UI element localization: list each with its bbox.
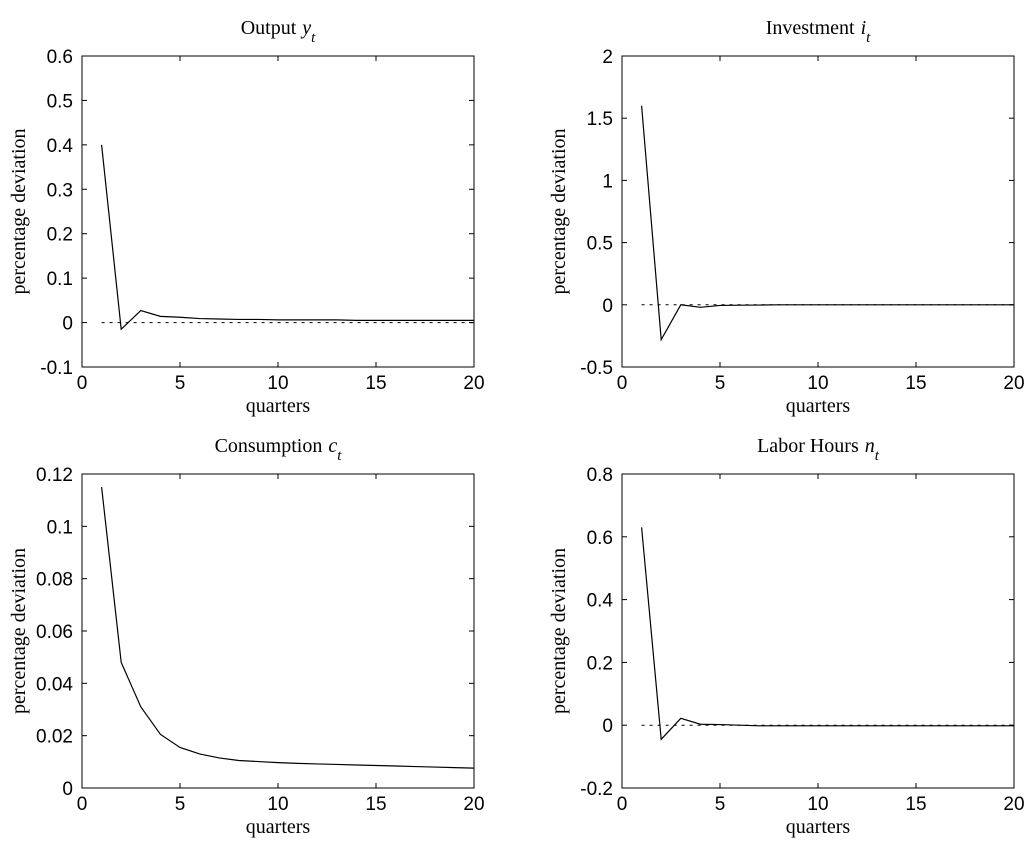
x-tick-label: 20 [1003, 794, 1024, 815]
y-tick-label: 0.06 [36, 622, 73, 643]
x-axis-label: quarters [246, 816, 311, 838]
x-axis-label: quarters [786, 816, 851, 838]
y-axis-label: percentage deviation [8, 548, 30, 714]
chart-title: Investment it [766, 17, 871, 46]
x-tick-label: 0 [617, 373, 628, 394]
y-tick-label: 0.12 [36, 465, 73, 486]
chart-title: Output yt [241, 17, 316, 46]
chart-title-symbol: c [328, 435, 337, 457]
y-tick-label: 0.5 [47, 91, 73, 112]
x-tick-label: 10 [807, 794, 828, 815]
y-tick-label: 0.3 [47, 180, 73, 201]
y-tick-label: 0.02 [36, 727, 73, 748]
x-tick-label: 20 [463, 794, 484, 815]
y-tick-label: 0 [602, 716, 613, 737]
x-axis-label: quarters [786, 395, 851, 417]
y-tick-label: 0.04 [36, 674, 73, 695]
y-axis-label: percentage deviation [548, 548, 570, 714]
axes-frame [621, 55, 1015, 368]
axes-frame [81, 473, 475, 789]
y-axis-label: percentage deviation [548, 128, 570, 294]
y-tick-label: 0.1 [47, 517, 73, 538]
y-tick-label: 0 [602, 296, 613, 317]
y-tick-label: 0.4 [587, 591, 614, 612]
x-axis-label: quarters [246, 395, 311, 417]
chart-title-subscript: t [337, 448, 342, 464]
y-tick-label: 1.5 [587, 109, 613, 130]
x-tick-label: 5 [715, 373, 726, 394]
chart-title-subscript: t [866, 30, 871, 46]
chart-title: Consumption ct [215, 435, 343, 464]
y-tick-label: 0 [62, 314, 73, 335]
response-series-line [101, 144, 474, 331]
chart-title-symbol: y [300, 17, 311, 39]
chart-title-symbol: i [861, 17, 867, 39]
x-tick-label: 0 [77, 373, 88, 394]
y-tick-label: -0.5 [580, 358, 613, 379]
y-tick-label: 0.1 [47, 269, 73, 290]
y-tick-label: 1 [602, 171, 613, 192]
y-axis-label: percentage deviation [8, 128, 30, 294]
chart-title-symbol: n [865, 435, 875, 457]
y-tick-label: -0.2 [580, 779, 613, 800]
y-tick-label: 0.6 [587, 528, 613, 549]
chart-title-name: Output [241, 17, 297, 39]
y-tick-label: 2 [602, 47, 613, 68]
x-tick-label: 10 [807, 373, 828, 394]
response-series-line [101, 487, 475, 769]
x-tick-label: 15 [905, 794, 926, 815]
y-tick-label: 0.2 [47, 225, 73, 246]
chart-title-name: Labor Hours [757, 435, 859, 457]
x-tick-label: 10 [267, 794, 288, 815]
x-tick-label: 5 [175, 373, 186, 394]
x-tick-label: 10 [267, 373, 288, 394]
x-tick-label: 20 [463, 373, 484, 394]
y-tick-label: 0.4 [47, 136, 74, 157]
x-tick-label: 15 [365, 373, 386, 394]
y-tick-label: 0.2 [587, 653, 613, 674]
x-tick-label: 0 [617, 794, 628, 815]
x-tick-label: 15 [365, 794, 386, 815]
y-tick-label: -0.1 [40, 358, 73, 379]
chart-title: Labor Hours nt [757, 435, 880, 464]
response-series-line [641, 105, 1014, 342]
response-series-line [641, 527, 1014, 741]
y-tick-label: 0.08 [36, 570, 73, 591]
chart-title-name: Consumption [215, 435, 323, 457]
y-tick-label: 0.8 [587, 465, 613, 486]
x-tick-label: 20 [1003, 373, 1024, 394]
x-tick-label: 5 [715, 794, 726, 815]
y-tick-label: 0 [62, 779, 73, 800]
x-tick-label: 5 [175, 794, 186, 815]
chart-panel-2: 0 5 10 15 20 0 0.02 0.04 0.06 0.08 0.1 0.12 Consumpt… [8, 435, 485, 838]
chart-title-name: Investment [766, 17, 855, 39]
x-tick-label: 15 [905, 373, 926, 394]
chart-title-subscript: t [875, 448, 880, 464]
x-tick-label: 0 [77, 794, 88, 815]
y-tick-label: 0.6 [47, 47, 73, 68]
y-tick-label: 0.5 [587, 234, 613, 255]
axes-frame [621, 473, 1015, 789]
chart-title-subscript: t [311, 30, 316, 46]
